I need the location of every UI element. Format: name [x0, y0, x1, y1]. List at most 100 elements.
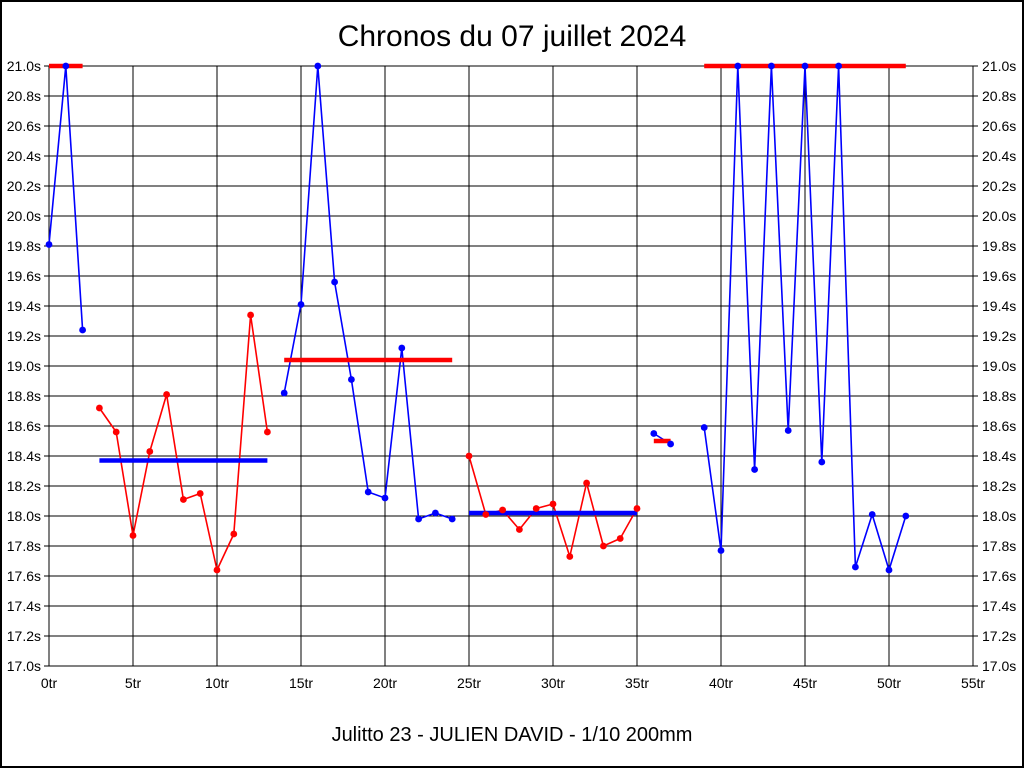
y-tick-label-right: 17.4s: [982, 598, 1016, 614]
data-point-marker: [784, 427, 792, 434]
data-point-marker: [549, 500, 557, 508]
data-point-marker: [415, 515, 422, 523]
data-point-marker: [196, 490, 204, 497]
y-tick-label-left: 21.0s: [7, 58, 41, 74]
y-tick-label-right: 19.4s: [982, 298, 1016, 314]
y-tick-label-left: 19.2s: [7, 328, 41, 344]
x-tick-label: 35tr: [625, 675, 649, 691]
data-point-marker: [146, 448, 154, 455]
data-point-marker: [180, 496, 187, 503]
data-point-marker: [96, 404, 103, 412]
data-point-marker: [667, 440, 674, 448]
y-tick-label-left: 17.4s: [7, 598, 41, 614]
y-tick-label-left: 17.8s: [7, 538, 41, 554]
y-tick-label-left: 18.8s: [7, 388, 41, 404]
data-point-marker: [768, 62, 775, 70]
data-point-marker: [448, 515, 456, 523]
x-tick-label: 20tr: [373, 675, 397, 691]
data-point-marker: [45, 241, 53, 248]
data-point-marker: [902, 512, 910, 520]
data-point-marker: [381, 494, 389, 502]
x-tick-label: 0tr: [41, 675, 58, 691]
data-point-marker: [112, 428, 120, 436]
y-tick-label-left: 18.2s: [7, 478, 41, 494]
y-tick-label-right: 18.0s: [982, 508, 1016, 524]
data-point-marker: [734, 62, 742, 70]
data-point-marker: [465, 452, 473, 460]
y-tick-label-right: 17.6s: [982, 568, 1016, 584]
y-tick-label-right: 21.0s: [982, 58, 1016, 74]
y-tick-label-left: 18.0s: [7, 508, 41, 524]
y-tick-label-right: 18.4s: [982, 448, 1016, 464]
y-tick-label-right: 20.2s: [982, 178, 1016, 194]
x-tick-label: 15tr: [289, 675, 313, 691]
data-point-marker: [398, 344, 406, 352]
data-point-marker: [163, 391, 171, 398]
y-tick-label-left: 17.0s: [7, 658, 41, 674]
data-point-marker: [482, 511, 490, 518]
x-tick-label: 45tr: [793, 675, 817, 691]
data-point-marker: [348, 376, 355, 383]
data-point-marker: [432, 509, 439, 517]
data-point-marker: [331, 278, 338, 286]
data-point-marker: [818, 458, 826, 466]
y-tick-label-left: 17.6s: [7, 568, 41, 584]
data-point-marker: [247, 311, 255, 319]
y-tick-label-right: 19.0s: [982, 358, 1016, 374]
data-point-marker: [633, 505, 641, 512]
y-tick-label-left: 20.0s: [7, 208, 41, 224]
data-point-markers-layer: [45, 62, 910, 574]
y-tick-label-right: 20.6s: [982, 118, 1016, 134]
data-point-marker: [314, 62, 322, 70]
data-point-marker: [852, 563, 859, 571]
x-tick-label: 5tr: [125, 675, 142, 691]
y-tick-label-left: 19.8s: [7, 238, 41, 254]
chart-footer: Julitto 23 - JULIEN DAVID - 1/10 200mm: [332, 724, 693, 746]
data-point-marker: [499, 506, 506, 514]
y-tick-label-right: 19.2s: [982, 328, 1016, 344]
x-tick-label: 40tr: [709, 675, 733, 691]
y-tick-label-right: 17.2s: [982, 628, 1016, 644]
data-point-marker: [297, 301, 305, 308]
lap-time-line: [48, 65, 84, 331]
data-point-marker: [213, 566, 221, 574]
data-point-marker: [230, 530, 238, 538]
y-tick-label-left: 20.2s: [7, 178, 41, 194]
y-tick-label-left: 19.4s: [7, 298, 41, 314]
data-point-marker: [650, 430, 658, 437]
x-tick-label: 10tr: [205, 675, 229, 691]
data-point-marker: [264, 428, 271, 436]
series-lines-layer: [48, 65, 907, 571]
data-point-marker: [129, 532, 137, 539]
y-tick-label-left: 20.6s: [7, 118, 41, 134]
y-tick-label-right: 20.4s: [982, 148, 1016, 164]
data-point-marker: [280, 389, 288, 397]
data-point-marker: [801, 62, 809, 70]
data-point-marker: [885, 566, 893, 574]
y-tick-label-right: 17.8s: [982, 538, 1016, 554]
data-point-marker: [600, 542, 607, 550]
y-tick-label-right: 20.8s: [982, 88, 1016, 104]
data-point-marker: [868, 511, 876, 518]
average-lines-layer: [49, 63, 906, 516]
x-tick-label: 50tr: [877, 675, 901, 691]
y-tick-label-right: 17.0s: [982, 658, 1016, 674]
data-point-marker: [364, 488, 372, 496]
axis-labels-layer: 17.0s 17.0s 17.2s 17.2s 17.4s 17.4s 17.6s 17.6s…: [7, 58, 1017, 691]
x-tick-label: 25tr: [457, 675, 481, 691]
y-tick-label-right: 19.8s: [982, 238, 1016, 254]
y-tick-label-right: 19.6s: [982, 268, 1016, 284]
y-tick-label-left: 20.4s: [7, 148, 41, 164]
y-tick-label-right: 20.0s: [982, 208, 1016, 224]
y-tick-label-right: 18.6s: [982, 418, 1016, 434]
x-tick-label: 30tr: [541, 675, 565, 691]
y-tick-label-left: 20.8s: [7, 88, 41, 104]
data-point-marker: [700, 424, 708, 431]
data-point-marker: [751, 466, 758, 473]
y-tick-label-left: 18.6s: [7, 418, 41, 434]
y-tick-label-left: 19.0s: [7, 358, 41, 374]
grid-layer: [44, 65, 978, 667]
y-tick-label-left: 17.2s: [7, 628, 41, 644]
data-point-marker: [516, 526, 523, 533]
